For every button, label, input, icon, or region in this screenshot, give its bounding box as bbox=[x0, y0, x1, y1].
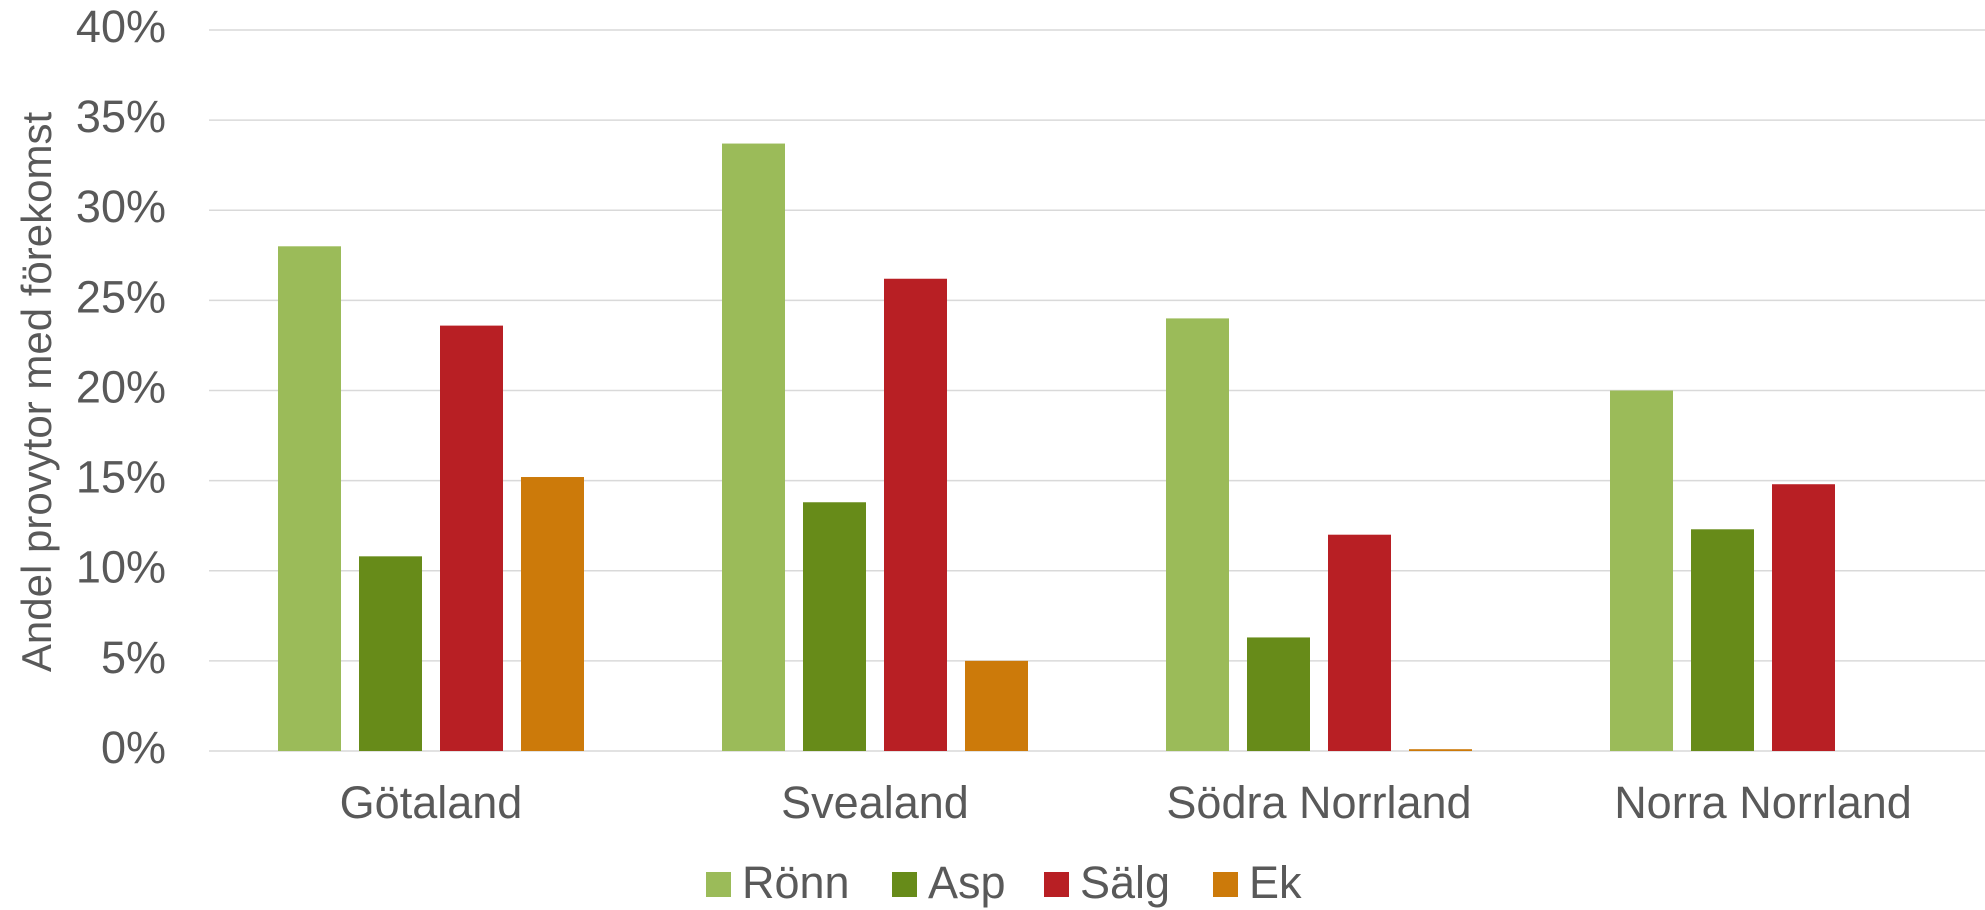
legend-swatch bbox=[706, 872, 731, 897]
y-tick-label: 0% bbox=[101, 722, 166, 773]
legend-swatch bbox=[1213, 872, 1238, 897]
bar bbox=[965, 660, 1028, 751]
x-tick-label: Götaland bbox=[340, 777, 523, 828]
x-tick-label: Svealand bbox=[781, 777, 969, 828]
bar bbox=[1772, 484, 1835, 751]
bar bbox=[1328, 534, 1391, 751]
bar bbox=[1691, 529, 1754, 751]
bar bbox=[1409, 749, 1472, 751]
y-tick-label: 15% bbox=[76, 452, 166, 503]
y-tick-label: 25% bbox=[76, 271, 166, 322]
bar bbox=[359, 556, 422, 751]
x-tick-label: Norra Norrland bbox=[1614, 777, 1912, 828]
y-tick-label: 20% bbox=[76, 361, 166, 412]
y-tick-label: 5% bbox=[101, 632, 166, 683]
legend-label: Sälg bbox=[1080, 857, 1170, 908]
bar bbox=[521, 477, 584, 751]
bar bbox=[1247, 637, 1310, 751]
bar bbox=[884, 278, 947, 751]
y-tick-label: 10% bbox=[76, 542, 166, 593]
y-tick-label: 40% bbox=[76, 1, 166, 52]
y-tick-label: 35% bbox=[76, 91, 166, 142]
bar bbox=[722, 143, 785, 751]
legend-label: Asp bbox=[928, 857, 1006, 908]
bar bbox=[1610, 390, 1673, 751]
bar bbox=[1166, 318, 1229, 751]
legend-label: Rönn bbox=[742, 857, 850, 908]
y-tick-label: 30% bbox=[76, 181, 166, 232]
legend-label: Ek bbox=[1249, 857, 1302, 908]
x-tick-label: Södra Norrland bbox=[1166, 777, 1471, 828]
bar bbox=[440, 325, 503, 751]
y-axis-label: Andel provytor med förekomst bbox=[13, 112, 60, 673]
bar bbox=[803, 502, 866, 751]
legend-swatch bbox=[892, 872, 917, 897]
bar bbox=[278, 246, 341, 752]
legend-swatch bbox=[1044, 872, 1069, 897]
